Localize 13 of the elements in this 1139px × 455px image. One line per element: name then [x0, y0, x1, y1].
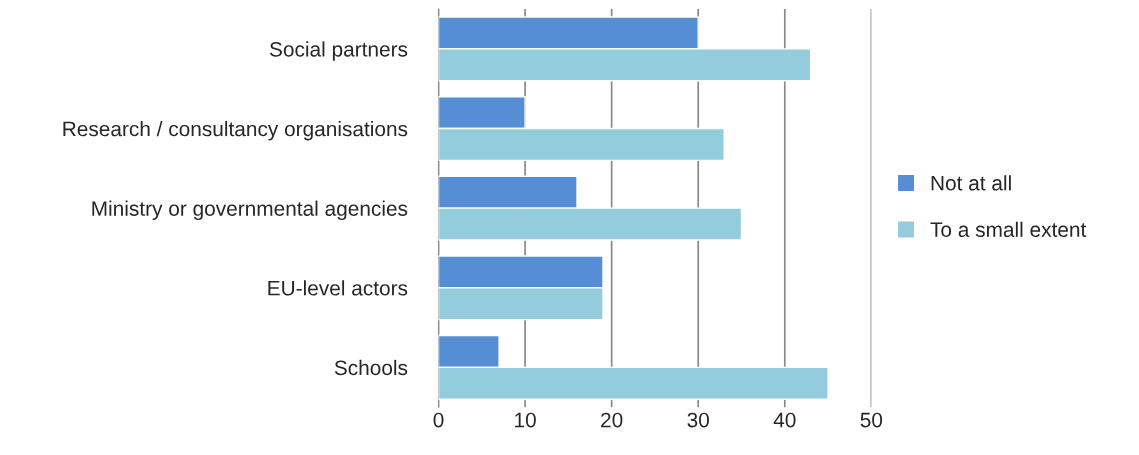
y-tick-label: Schools: [334, 359, 408, 376]
y-tick-label: Research / consultancy organisations: [63, 120, 408, 141]
x-tick-label: 50: [860, 412, 883, 428]
x-tick-label: 30: [687, 412, 709, 428]
x-tick-label: 20: [601, 412, 623, 428]
legend-label: Not at all: [931, 175, 1011, 191]
y-tick-label: EU-level actors: [268, 280, 408, 296]
legend-label: To a small extent: [930, 221, 1087, 238]
x-tick-label: 0: [433, 412, 444, 428]
x-tick-label: 10: [515, 412, 536, 428]
y-tick-label: Social partners: [269, 41, 408, 61]
y-tick-label: Ministry or governmental agencies: [92, 200, 408, 221]
x-tick-label: 40: [773, 412, 796, 428]
